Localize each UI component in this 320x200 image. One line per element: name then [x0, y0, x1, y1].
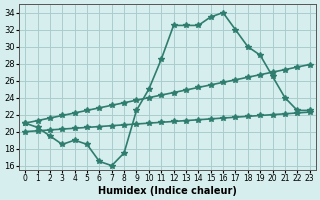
X-axis label: Humidex (Indice chaleur): Humidex (Indice chaleur) — [98, 186, 237, 196]
